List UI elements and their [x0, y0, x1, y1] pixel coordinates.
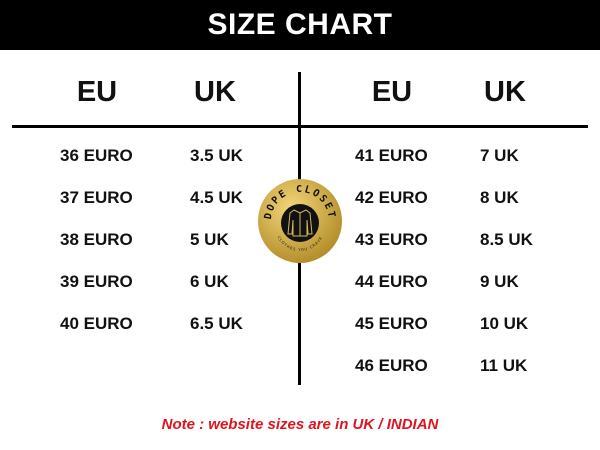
right-uk-cell: 8.5 UK — [480, 230, 533, 249]
left-eu-cell: 38 EURO — [60, 230, 133, 249]
note-text: Note : website sizes are in UK / INDIAN — [161, 416, 439, 433]
right-eu-cell: 44 EURO — [355, 272, 428, 291]
dope-closet-logo: DOPE CLOSET CLOTHES YOU CRAVE — [258, 179, 342, 263]
right-uk-cell: 10 UK — [480, 314, 529, 333]
right-uk-cell: 11 UK — [480, 356, 528, 375]
left-uk-cell: 5 UK — [190, 230, 229, 249]
left-uk-cell: 4.5 UK — [190, 188, 243, 207]
right-uk-cell: 8 UK — [480, 188, 519, 207]
left-eu-cell: 37 EURO — [60, 188, 133, 207]
right-uk-cell: 7 UK — [480, 146, 519, 165]
left-eu-cell: 39 EURO — [60, 272, 133, 291]
right-eu-cell: 46 EURO — [355, 356, 428, 375]
page-title: SIZE CHART — [0, 0, 600, 50]
right-eu-cell: 45 EURO — [355, 314, 428, 333]
header-left-eu: EU — [76, 76, 118, 108]
right-eu-cell: 43 EURO — [355, 230, 428, 249]
right-eu-cell: 42 EURO — [355, 188, 428, 207]
left-uk-cell: 6.5 UK — [190, 314, 243, 333]
right-eu-cell: 41 EURO — [355, 146, 428, 165]
header-right-uk: UK — [484, 76, 526, 108]
left-uk-cell: 3.5 UK — [190, 146, 243, 165]
header-left-uk: UK — [194, 76, 236, 108]
left-eu-cell: 40 EURO — [60, 314, 133, 333]
shirt-icon — [287, 209, 313, 237]
right-uk-cell: 9 UK — [480, 272, 519, 291]
header-right-eu: EU — [371, 76, 413, 108]
left-uk-cell: 6 UK — [190, 272, 229, 291]
left-eu-cell: 36 EURO — [60, 146, 133, 165]
